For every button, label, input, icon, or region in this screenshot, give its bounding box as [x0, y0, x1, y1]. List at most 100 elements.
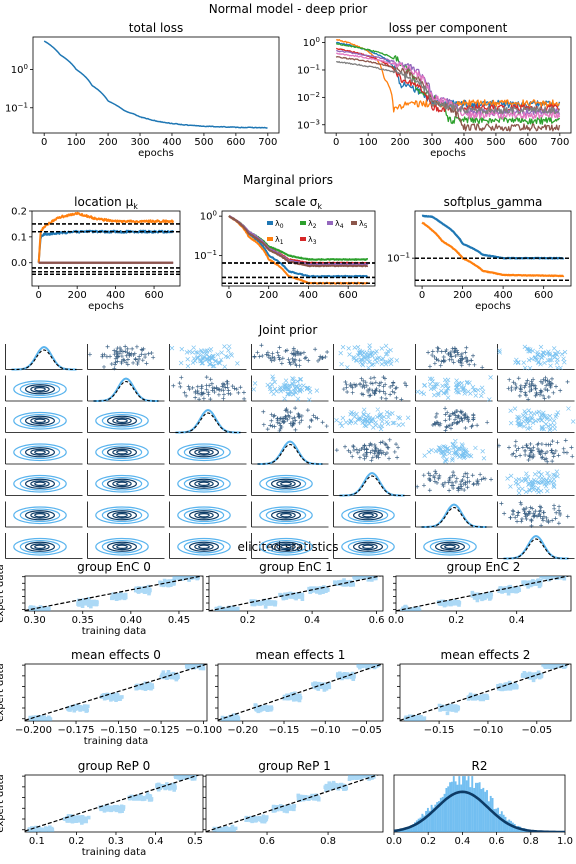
joint-scatter [430, 406, 490, 433]
joint-contour [101, 476, 143, 491]
joint-contour [34, 418, 46, 423]
step-scatter [323, 780, 349, 792]
plot-area [206, 775, 380, 832]
chart-title: mean effects 2 [441, 648, 531, 662]
joint-cell [251, 501, 329, 528]
joint-contour [358, 511, 378, 519]
step-scatter [127, 792, 154, 802]
x-tick-label: −0.150 [100, 725, 137, 736]
joint-contour [183, 476, 225, 491]
plot-area [25, 576, 203, 611]
figure-suptitle: Normal model - deep prior [209, 2, 368, 16]
joint-contour [13, 380, 67, 399]
joint-cell [333, 407, 411, 433]
x-tick-label: −0.175 [58, 725, 95, 736]
y-tick-label: 10−1 [194, 249, 217, 262]
legend-label: λ4 [335, 219, 344, 230]
joint-contour [30, 480, 50, 488]
density-bar [419, 817, 422, 832]
joint-contour [362, 513, 374, 518]
plot-frame [24, 663, 208, 722]
plot-area [222, 214, 375, 285]
joint-cell [333, 375, 411, 402]
step-scatter [403, 714, 427, 721]
x-tick-label: 0.40 [120, 615, 142, 626]
density-bar [410, 825, 413, 832]
step-scatter [27, 825, 55, 832]
joint-cell [333, 470, 411, 497]
density-bar [412, 824, 415, 832]
joint-scatter [334, 437, 401, 463]
joint-contour [107, 510, 137, 521]
joint-contour [265, 508, 307, 523]
x-tick-label: 400 [454, 137, 473, 148]
chart-loss_per_component: loss per component 0 100 200 300 400 500 600 700… [297, 21, 572, 159]
joint-scatter [261, 406, 329, 433]
series-line-7 [336, 60, 561, 115]
joint-cell [169, 438, 247, 465]
x-tick-label: 200 [99, 137, 118, 148]
joint-contour [276, 480, 296, 488]
joint-prior-grid [5, 343, 576, 560]
density-bar [463, 776, 466, 832]
density-bar [474, 782, 477, 832]
x-tick-label: 400 [106, 290, 125, 301]
chart-mean_effects_0: mean effects 0 −0.200 −0.175 −0.150 −0.125 −0… [0, 648, 222, 747]
plot-frame [324, 36, 572, 134]
joint-contour [112, 417, 132, 425]
step-scatter [466, 692, 490, 702]
joint-contour [19, 445, 61, 460]
series-line-0 [37, 229, 174, 263]
joint-contour [194, 543, 214, 551]
plot-frame [208, 575, 384, 612]
plot-area [32, 211, 180, 276]
x-tick-label: 0.3 [108, 836, 124, 847]
chart-group_rep_1: group ReP 1 0.6 0.8 [203, 759, 384, 847]
chart-r2: R2 0.0 0.2 0.4 0.6 0.8 1.0 [386, 759, 573, 847]
chart-title: group EnC 2 [447, 560, 521, 574]
legend-swatch [267, 221, 273, 225]
joint-contour [189, 541, 219, 552]
joint-contour [194, 511, 214, 519]
x-tick-label: 0.5 [187, 836, 203, 847]
plot-area [400, 664, 571, 721]
joint-cell [415, 533, 493, 559]
joint-cell [497, 406, 576, 433]
joint-contour [25, 447, 55, 458]
plot-area [25, 775, 201, 832]
series-line-0 [228, 215, 369, 278]
joint-cell [169, 344, 247, 370]
joint-cell [87, 375, 165, 402]
density-bar [491, 798, 494, 832]
x-axis-label: epochs [430, 148, 466, 159]
legend-swatch [267, 237, 273, 241]
joint-contour [189, 447, 219, 458]
density-bar [454, 781, 457, 832]
plot-frame [205, 774, 384, 833]
plot-layer: total loss 0 100 200 300 400 500 600 700 100 10−1 e… [0, 21, 576, 858]
joint-contour [280, 513, 292, 518]
identity-line [218, 664, 383, 721]
chart-title: loss per component [389, 21, 508, 35]
step-scatter [244, 814, 269, 824]
plot-frame [32, 36, 280, 134]
plot-area [415, 214, 571, 281]
section-title-joint: Joint prior [258, 323, 318, 337]
x-tick-label: 500 [194, 137, 213, 148]
x-tick-label: 0.6 [489, 836, 505, 847]
joint-cell [497, 375, 575, 402]
x-tick-label: 0.2 [448, 615, 464, 626]
x-tick-label: 0.0 [388, 615, 404, 626]
legend-label: λ2 [308, 219, 317, 230]
marginal-reference [503, 538, 569, 560]
chart-title: mean effects 0 [71, 648, 161, 662]
joint-cell [496, 438, 575, 465]
joint-contour [198, 450, 210, 455]
density-bar [421, 813, 424, 832]
joint-cell [333, 343, 411, 371]
joint-contour [198, 544, 210, 549]
x-tick-label: 0 [36, 290, 42, 301]
joint-contour [34, 544, 46, 549]
density-bar [489, 795, 492, 832]
